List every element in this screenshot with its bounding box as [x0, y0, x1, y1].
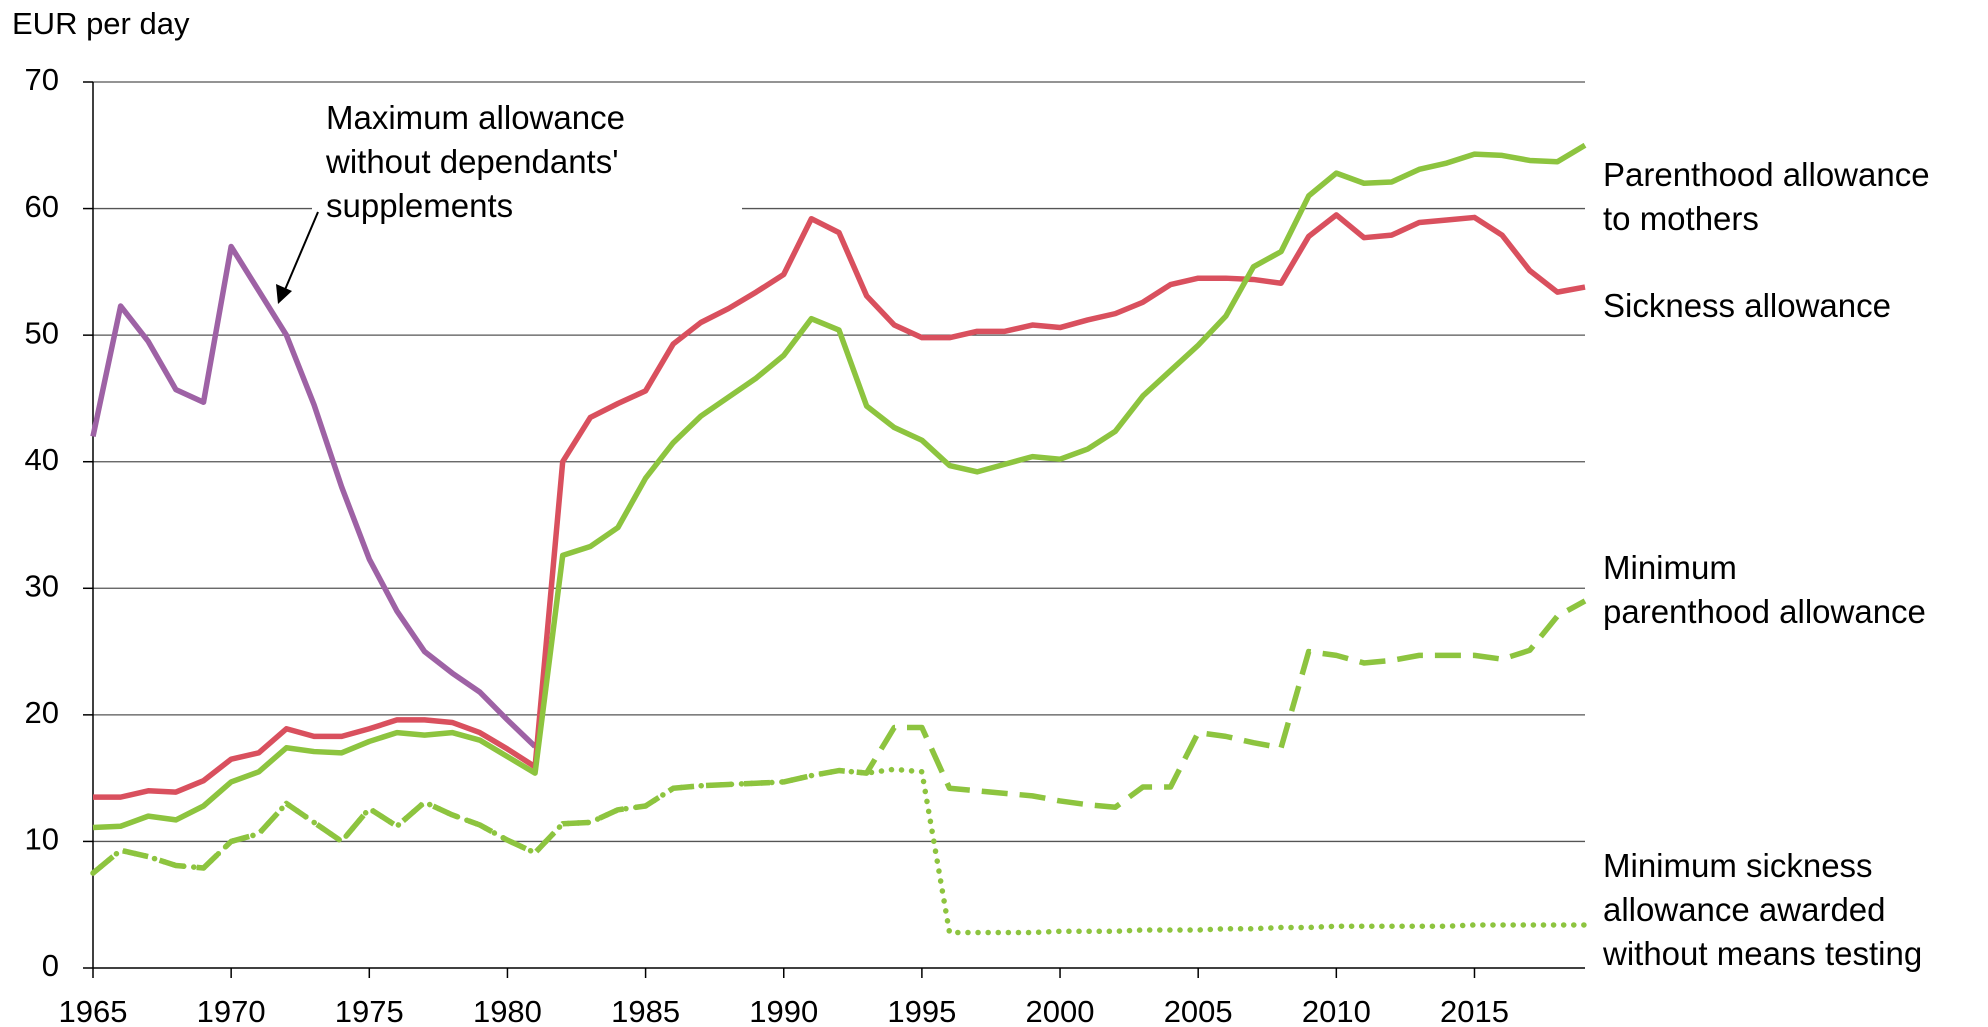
series-line — [92, 142, 1587, 831]
series-line — [90, 243, 537, 749]
x-tick-label: 1980 — [473, 994, 542, 1027]
x-tick-label: 1995 — [887, 994, 956, 1027]
x-tick-label: 2005 — [1164, 994, 1233, 1027]
y-tick-label: 30 — [25, 568, 59, 603]
x-tick-label: 2010 — [1302, 994, 1371, 1027]
y-tick-label: 60 — [25, 189, 59, 224]
series-label: Minimum parenthood allowance — [1603, 549, 1926, 630]
y-tick-label: 0 — [42, 948, 59, 983]
series-label: Minimum sickness allowance awarded witho… — [1603, 847, 1923, 972]
y-axis-label: EUR per day — [12, 6, 190, 41]
x-tick-label: 1985 — [611, 994, 680, 1027]
x-tick-label: 2000 — [1026, 994, 1095, 1027]
x-tick-label: 1990 — [749, 994, 818, 1027]
arrow-head — [276, 284, 292, 304]
series-label: Parenthood allowance to mothers — [1603, 156, 1930, 237]
y-tick-label: 20 — [25, 695, 59, 730]
series-label: Maximum allowance without dependants' su… — [326, 99, 625, 224]
annotation-arrow — [283, 211, 319, 293]
annotation-backdrop — [312, 100, 742, 230]
series-label: Sickness allowance — [1603, 287, 1891, 324]
x-tick-label: 1975 — [335, 994, 404, 1027]
x-tick-label: 1970 — [197, 994, 266, 1027]
y-tick-label: 40 — [25, 442, 59, 477]
series-line — [90, 766, 1588, 936]
y-tick-label: 10 — [25, 822, 59, 857]
x-tick-label: 1965 — [59, 994, 128, 1027]
y-tick-label: 50 — [25, 315, 59, 350]
y-tick-label: 70 — [25, 62, 59, 97]
x-tick-label: 2015 — [1440, 994, 1509, 1027]
series-line — [93, 212, 1586, 800]
